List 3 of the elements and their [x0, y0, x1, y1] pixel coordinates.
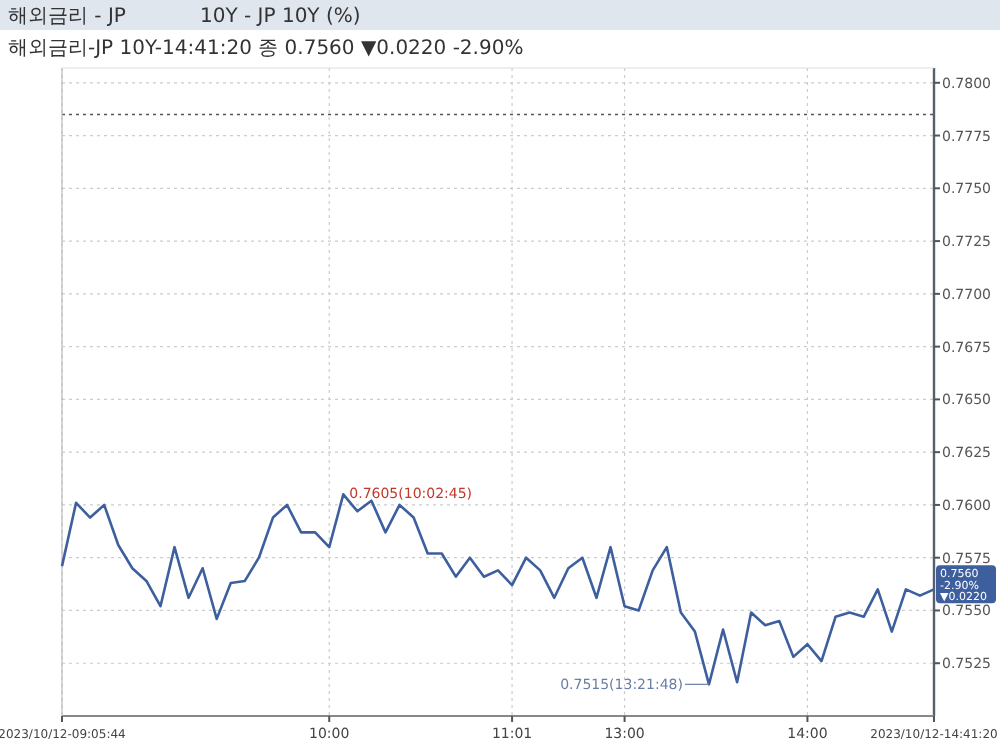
chart-subtitle: 10Y - JP 10Y (%) [200, 6, 361, 28]
chart-title: 해외금리 - JP [8, 6, 126, 28]
text: 해외금리-JP 10Y-14:41:20 종 0.7560 ▼0.0220 -2.90% [8, 38, 524, 60]
